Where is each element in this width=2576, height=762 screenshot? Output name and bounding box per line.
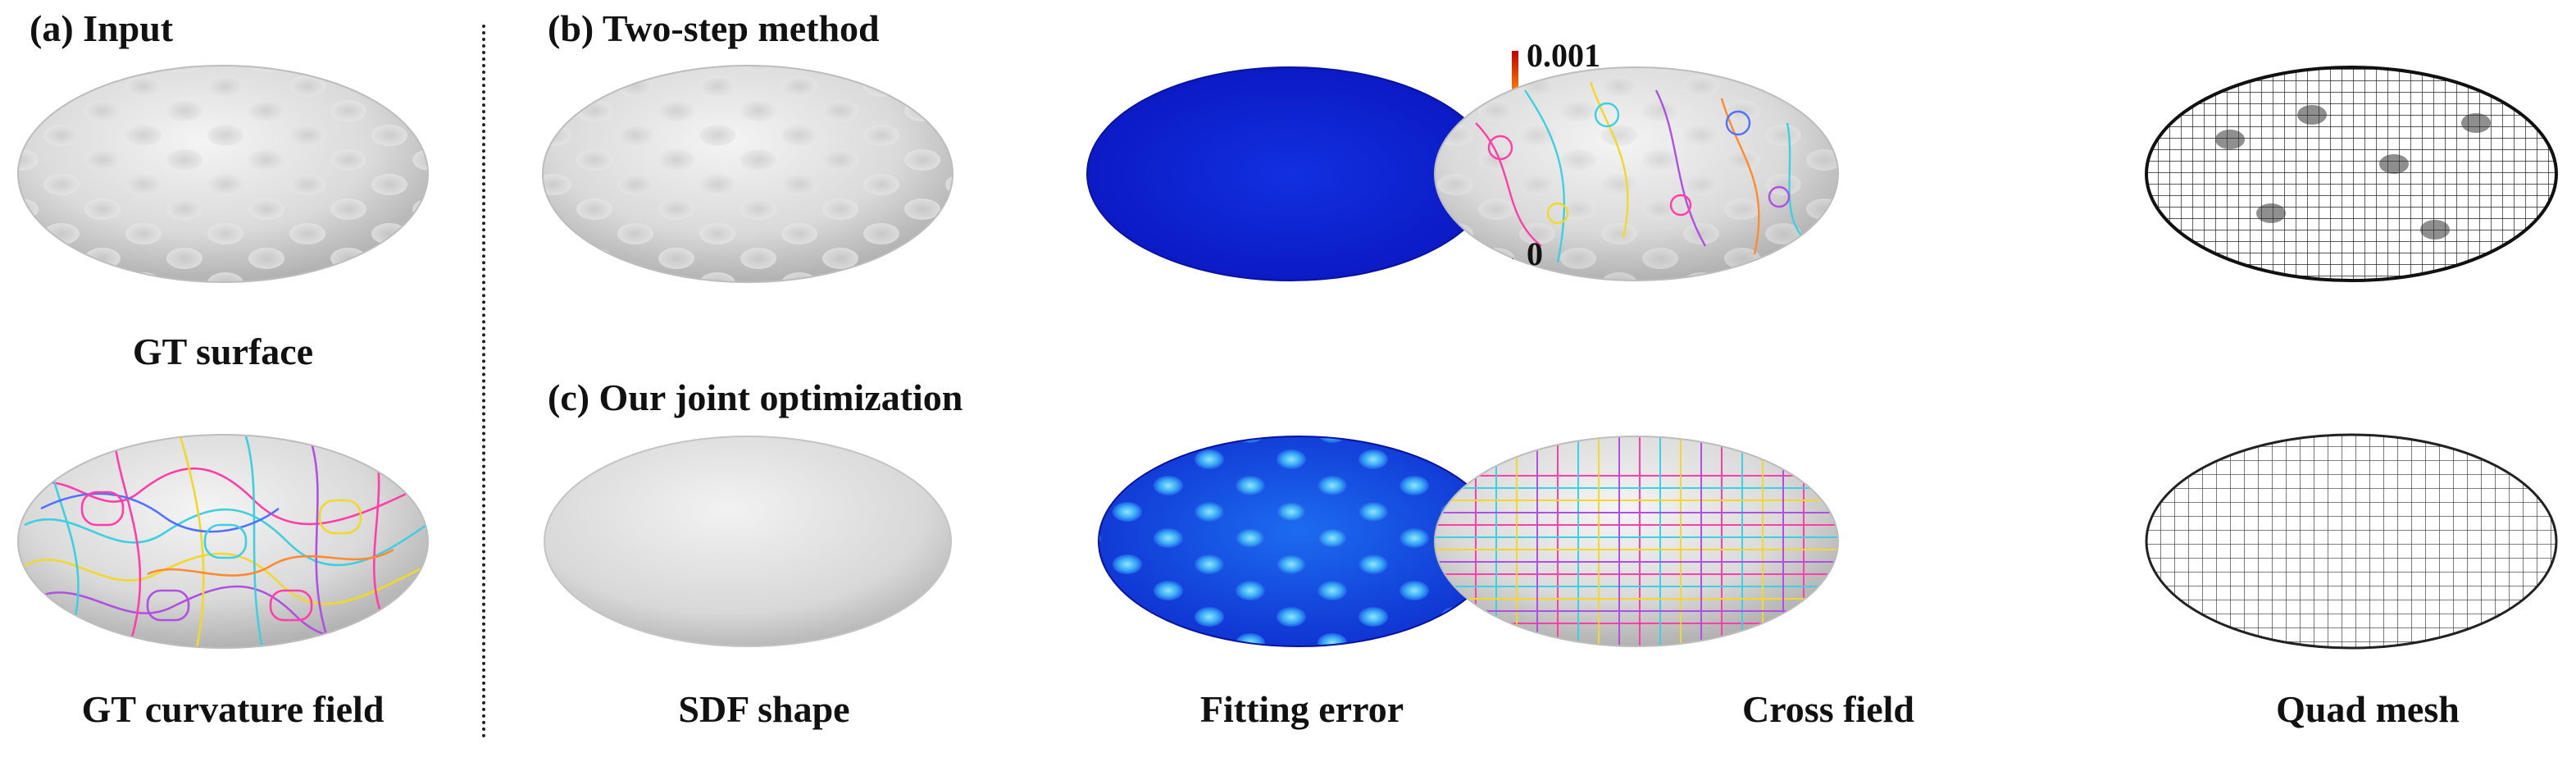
colorbar-min-label: 0 (1527, 235, 1543, 272)
caption-quad-mesh: Quad mesh (2276, 688, 2460, 730)
caption-fitting-error: Fitting error (1199, 688, 1404, 730)
two-step-quad-mesh-render (2145, 66, 2558, 282)
caption-gt-curvature-field: GT curvature field (81, 688, 385, 730)
ours-quad-mesh-render (2145, 433, 2558, 650)
panel-divider (482, 25, 485, 738)
two-step-sdf-render (542, 65, 953, 283)
ours-cross-field-render (1434, 436, 1839, 647)
gt-curvature-field-render (17, 434, 429, 649)
caption-cross-field: Cross field (1742, 688, 1914, 730)
two-step-cross-field-render (1434, 66, 1839, 281)
panel-a-title: (a) Input (30, 7, 174, 49)
panel-b-title: (b) Two-step method (548, 7, 880, 49)
ours-fitting-error-render (1098, 436, 1500, 647)
ours-sdf-render (544, 436, 952, 647)
caption-sdf-shape: SDF shape (678, 688, 850, 730)
caption-gt-surface: GT surface (132, 331, 314, 372)
gt-surface-render (17, 65, 429, 283)
two-step-fitting-error-render (1086, 66, 1495, 281)
colorbar-max-label: 0.001 (1527, 37, 1600, 74)
panel-c-title: (c) Our joint optimization (548, 376, 963, 418)
